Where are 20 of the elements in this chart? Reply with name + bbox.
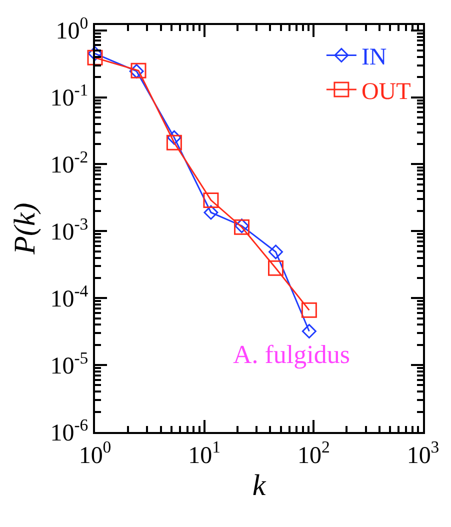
point [166,134,182,150]
point [268,260,284,276]
point [166,130,182,145]
y-axis-title: P(k) [8,202,42,256]
y-tick-label: 10$^{0}$ [56,14,88,45]
legend-label: IN [361,44,387,71]
y-tick-label: 10$^{-3}$ [50,214,88,246]
x-axis-title: k [252,468,266,502]
y-tick-label: 10$^{-2}$ [50,148,88,179]
point [302,324,316,338]
point [268,244,283,260]
y-tick-label: 10$^{-4}$ [50,281,89,312]
x-tick-label: 10$^{3}$ [406,438,440,469]
y-tick-label: 10$^{-5}$ [50,348,88,380]
legend-label: OUT [361,78,412,105]
point [301,302,317,318]
x-tick-label: 10$^{2}$ [297,438,330,469]
annotation: A. fulgidus [233,340,350,369]
x-tick-label: 10$^{1}$ [188,438,221,469]
y-tick-label: 10$^{-1}$ [50,80,88,112]
